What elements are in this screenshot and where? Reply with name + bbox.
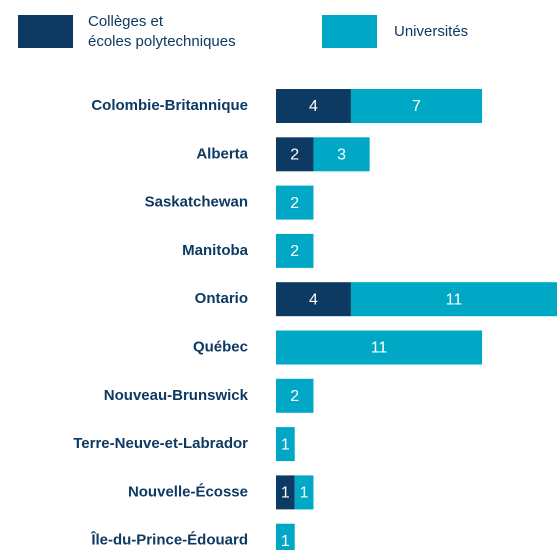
bar-segment — [276, 475, 295, 510]
value-label: 4 — [309, 98, 318, 115]
bar-segment — [350, 89, 483, 123]
value-label: 2 — [290, 147, 299, 164]
category-label: Île-du-Prince-Édouard — [90, 531, 248, 549]
value-label: 1 — [300, 485, 309, 502]
category-label: Québec — [193, 338, 248, 355]
value-label: 1 — [281, 436, 290, 453]
category-label: Nouvelle-Écosse — [128, 483, 248, 500]
value-label: 7 — [412, 98, 421, 115]
bar-segment — [276, 523, 295, 550]
value-label: 11 — [371, 340, 388, 357]
legend-label: Universités — [394, 23, 469, 40]
category-label: Colombie-Britannique — [91, 97, 248, 114]
bar-segment — [350, 282, 557, 317]
legend-swatch — [18, 15, 73, 48]
bar-segment — [276, 137, 314, 172]
bar-segment — [294, 475, 314, 510]
legend-label: Collèges et écoles polytechniques — [88, 13, 236, 50]
value-label: 4 — [309, 291, 318, 308]
bar-segment — [276, 185, 314, 220]
bar-segment — [276, 378, 314, 413]
value-label: 11 — [446, 291, 463, 308]
category-label: Nouveau-Brunswick — [104, 387, 249, 404]
category-label: Ontario — [195, 290, 248, 307]
category-label: Terre-Neuve-et-Labrador — [73, 435, 248, 452]
bar-segment — [276, 330, 483, 365]
value-label: 1 — [281, 533, 290, 550]
value-label: 2 — [290, 195, 299, 212]
value-label: 3 — [337, 147, 346, 164]
category-label: Manitoba — [182, 242, 248, 259]
bar-segment — [276, 233, 314, 268]
category-label: Saskatchewan — [145, 194, 248, 211]
bar-segment — [276, 427, 295, 462]
value-label: 1 — [281, 485, 290, 502]
category-label: Alberta — [196, 145, 248, 162]
bar-segment — [313, 137, 370, 172]
bar-segment — [276, 282, 351, 317]
value-label: 2 — [290, 388, 299, 405]
bar-segment — [276, 89, 351, 123]
legend-swatch — [322, 15, 377, 48]
value-label: 2 — [290, 243, 299, 260]
